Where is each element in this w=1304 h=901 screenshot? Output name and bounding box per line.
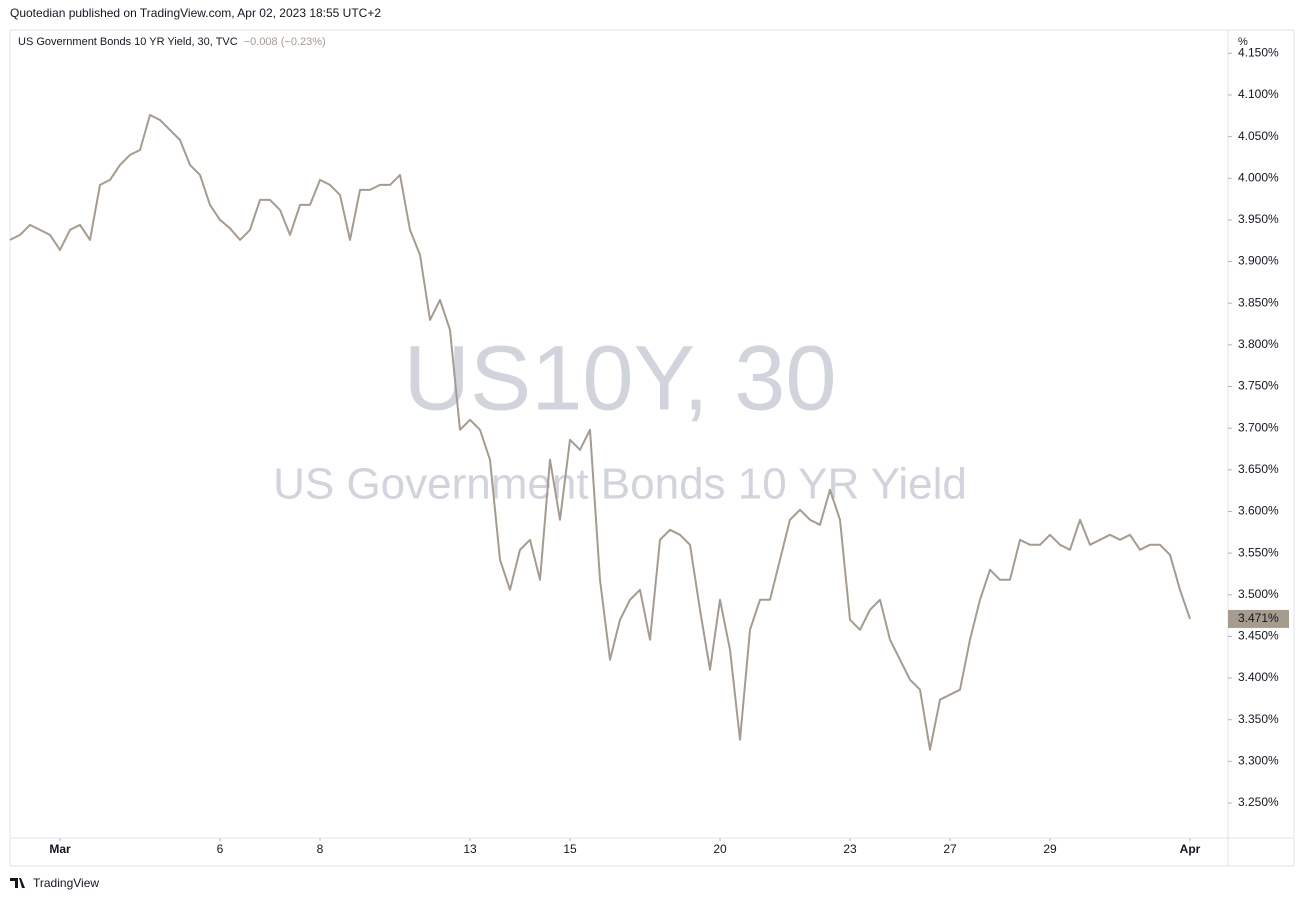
y-tick-label: 3.400%: [1238, 670, 1279, 684]
y-tick-label: 3.350%: [1238, 712, 1279, 726]
chart-frame: [9, 29, 1295, 867]
y-tick-label: 4.000%: [1238, 170, 1279, 184]
last-value-box: [1228, 609, 1289, 628]
x-tick-label: 29: [1043, 842, 1057, 856]
y-tick-label: 3.650%: [1238, 462, 1279, 476]
y-tick-label: 4.150%: [1238, 45, 1279, 59]
x-tick-label: 6: [217, 842, 224, 856]
y-tick-label: 3.950%: [1238, 212, 1279, 226]
y-tick-label: 3.500%: [1238, 587, 1279, 601]
x-tick-label: 27: [943, 842, 957, 856]
x-tick-label: 20: [713, 842, 727, 856]
y-tick-label: 3.450%: [1238, 629, 1279, 643]
y-tick-label: 3.250%: [1238, 795, 1279, 809]
y-unit: %: [1238, 36, 1248, 48]
y-tick-label: 3.600%: [1238, 504, 1279, 518]
y-tick-label: 3.300%: [1238, 754, 1279, 768]
y-tick-label: 3.900%: [1238, 254, 1279, 268]
footer-brand: TradingView: [33, 876, 99, 890]
chart-title: US Government Bonds 10 YR Yield, 30, TVC: [18, 36, 238, 48]
price-change: −0.008 (−0.23%): [244, 36, 326, 48]
publisher-line: Quotedian published on TradingView.com, …: [10, 6, 381, 20]
x-tick-label: 23: [843, 842, 857, 856]
x-tick-label: 15: [563, 842, 577, 856]
price-line: [9, 114, 1191, 751]
y-tick-label: 4.050%: [1238, 129, 1279, 143]
y-tick-label: 3.550%: [1238, 545, 1279, 559]
y-tick-label: 3.850%: [1238, 295, 1279, 309]
y-tick-label: 3.750%: [1238, 379, 1279, 393]
x-tick-label: Apr: [1180, 842, 1201, 856]
watermark-name: US Government Bonds 10 YR Yield: [273, 460, 967, 509]
y-tick-label: 3.700%: [1238, 420, 1279, 434]
y-tick-label: 4.100%: [1238, 87, 1279, 101]
x-tick-label: Mar: [49, 842, 71, 856]
last-value-label: 3.471%: [1238, 611, 1279, 625]
footer-logo: TradingView: [10, 876, 99, 890]
y-tick-label: 3.800%: [1238, 337, 1279, 351]
x-tick-label: 8: [317, 842, 324, 856]
x-tick-label: 13: [463, 842, 477, 856]
watermark-symbol: US10Y, 30: [403, 327, 836, 429]
logo-icon: [10, 878, 25, 888]
